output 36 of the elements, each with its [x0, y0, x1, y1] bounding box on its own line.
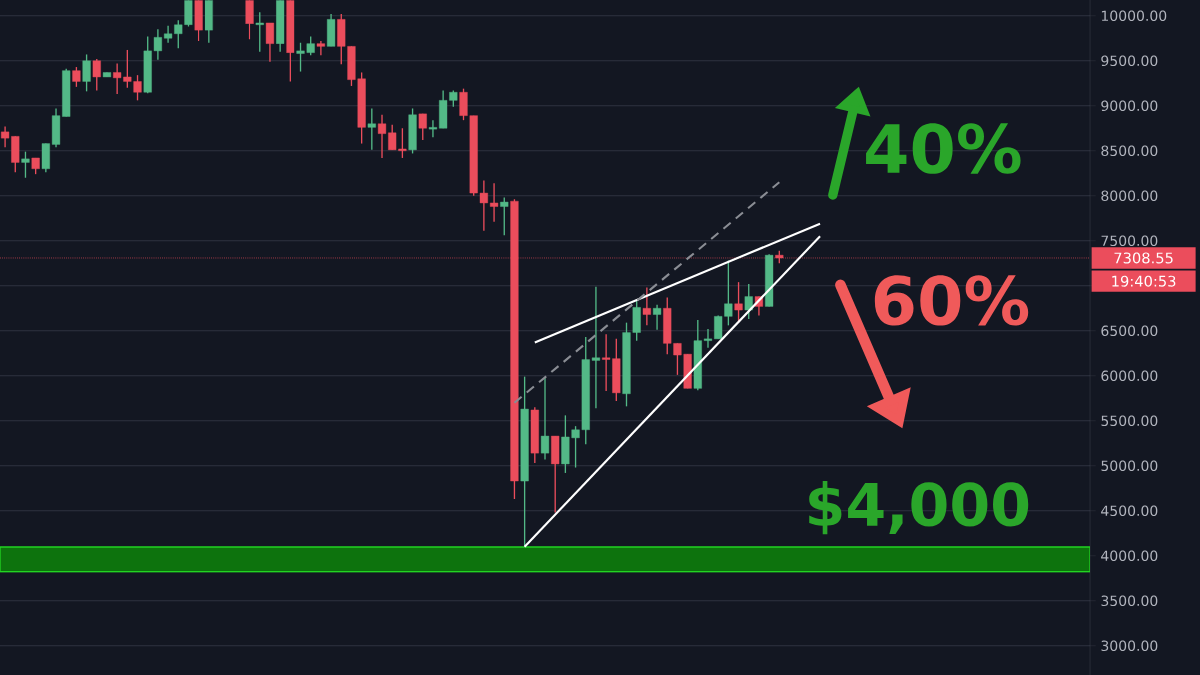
annotation: 60%: [874, 275, 1029, 326]
candlestick: [92, 58, 101, 92]
y-tick-label: 10000.00: [1101, 10, 1167, 22]
candlestick: [652, 303, 662, 331]
candlestick: [540, 376, 550, 461]
y-tick-label: 5000.00: [1101, 460, 1158, 472]
y-tick-label: 6000.00: [1101, 370, 1158, 382]
candlestick: [82, 53, 91, 93]
y-tick-label: 9000.00: [1101, 100, 1158, 112]
y-tick-label: 9500.00: [1101, 55, 1158, 67]
y-tick-label: 6500.00: [1101, 325, 1158, 337]
candlestick: [418, 113, 427, 141]
candlestick: [744, 283, 753, 320]
candlestick: [255, 11, 264, 53]
candlestick: [21, 150, 30, 179]
candlestick: [72, 66, 81, 88]
y-tick-label: 8500.00: [1101, 145, 1158, 157]
candlestick: [500, 196, 509, 237]
candlestick: [367, 107, 376, 151]
candlestick: [316, 40, 325, 57]
candlestick: [642, 286, 651, 327]
y-tick-label: 3000.00: [1101, 640, 1158, 652]
y-tick-label: 4000.00: [1101, 550, 1158, 562]
candlestick: [428, 119, 438, 138]
candlestick: [490, 182, 499, 223]
text: 19:40:53: [1112, 275, 1176, 287]
y-tick-label: 7500.00: [1101, 235, 1158, 247]
band-label: $4,000: [809, 481, 1029, 535]
annotation: 40%: [866, 123, 1021, 174]
y-tick-label: 4500.00: [1101, 505, 1158, 517]
candlestick: [245, 0, 254, 40]
candlestick: [265, 22, 275, 63]
ref-line-label: 7308.55: [1114, 252, 1173, 264]
y-tick-label: 3500.00: [1101, 595, 1158, 607]
y-tick-label: 8000.00: [1101, 190, 1158, 202]
y-tick-label: 5500.00: [1101, 415, 1158, 427]
